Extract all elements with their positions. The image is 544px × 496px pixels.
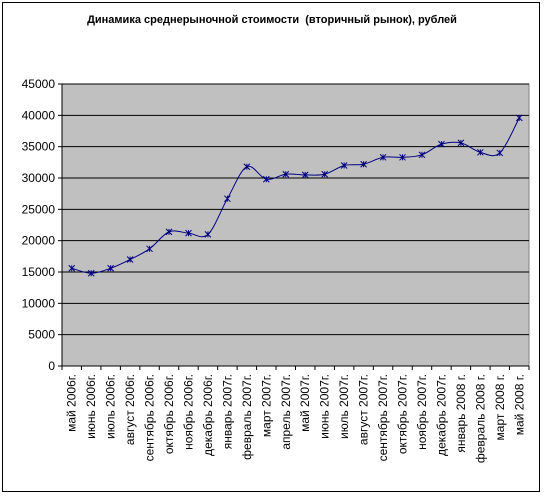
chart-title: Динамика среднерыночной стоимости (втори… (87, 14, 457, 26)
y-tick-label: 15000 (22, 265, 56, 279)
x-tick-label: апрель 2007г. (279, 374, 293, 450)
data-point-marker (224, 195, 231, 203)
x-tick-label: декабрь 2006г. (201, 374, 215, 456)
x-tick-label: май 2007г. (298, 374, 312, 432)
x-tick-label: май 2006г. (65, 374, 79, 432)
data-point-marker (146, 245, 153, 253)
data-point-marker (107, 264, 114, 272)
data-point-marker (126, 256, 134, 263)
x-tick-label: декабрь 2007г. (434, 374, 448, 456)
data-point-marker (477, 148, 484, 156)
x-tick-label: февраль 2008 г. (473, 374, 487, 463)
data-point-marker (87, 269, 95, 277)
data-point-marker (379, 153, 387, 161)
plot-area (61, 83, 530, 367)
x-tick-label: ноябрь 2007г. (415, 374, 429, 450)
x-tick-label: сентябрь 2006г. (143, 374, 157, 461)
x-tick-label: февраль 2007г. (240, 374, 254, 460)
y-tick-label: 25000 (22, 202, 56, 216)
x-tick-label: июнь 2007г. (318, 374, 332, 439)
data-point-marker (243, 163, 251, 171)
x-tick-label: май 2008 г. (512, 374, 526, 435)
y-tick-label: 10000 (22, 296, 56, 310)
x-tick-label: октябрь 2007г. (396, 374, 410, 454)
data-point-marker (282, 170, 290, 178)
data-point-marker (68, 264, 76, 272)
data-point-marker (457, 139, 465, 147)
x-tick-label: ноябрь 2006г. (181, 374, 195, 450)
data-point-marker (204, 231, 212, 238)
y-axis: 0 5000 10000 15000 20000 25000 30000 35000 40000… (22, 77, 63, 373)
data-point-marker (515, 114, 523, 122)
data-point-marker (165, 228, 173, 236)
data-point-marker (262, 175, 270, 183)
data-point-marker (496, 149, 504, 157)
y-tick-label: 30000 (22, 171, 56, 185)
x-tick-label: январь 2007г. (220, 374, 234, 449)
data-point-marker (301, 171, 309, 179)
y-tick-label: 0 (48, 359, 55, 373)
x-tick-label: октябрь 2006г. (162, 374, 176, 454)
y-tick-label: 35000 (22, 140, 56, 154)
data-point-marker (399, 153, 406, 161)
x-tick-label: июль 2007г. (337, 374, 351, 439)
data-point-marker (340, 162, 348, 169)
y-tick-label: 45000 (22, 77, 56, 91)
x-tick-label: январь 2008 г. (454, 374, 468, 453)
x-tick-label: июль 2006г. (104, 374, 118, 439)
x-tick-label: сентябрь 2007г. (376, 374, 390, 461)
data-point-marker (360, 160, 367, 168)
data-point-marker (418, 151, 426, 159)
y-tick-label: 40000 (22, 108, 56, 122)
x-tick-label: август 2006г. (123, 374, 137, 445)
y-tick-label: 20000 (22, 234, 56, 248)
data-point-marker (438, 140, 445, 148)
x-axis: май 2006г. июнь 2006г. июль 2006г. август 2… (61, 365, 530, 463)
x-tick-label: март 2008 г. (493, 374, 507, 440)
series-group (68, 114, 523, 277)
data-point-marker (185, 229, 192, 237)
x-tick-label: март 2007г. (259, 374, 273, 437)
x-tick-label: июнь 2006г. (84, 374, 98, 439)
y-tick-label: 5000 (28, 328, 55, 342)
data-point-marker (321, 170, 329, 178)
grid-lines (62, 83, 529, 336)
x-tick-label: август 2007г. (357, 374, 371, 445)
